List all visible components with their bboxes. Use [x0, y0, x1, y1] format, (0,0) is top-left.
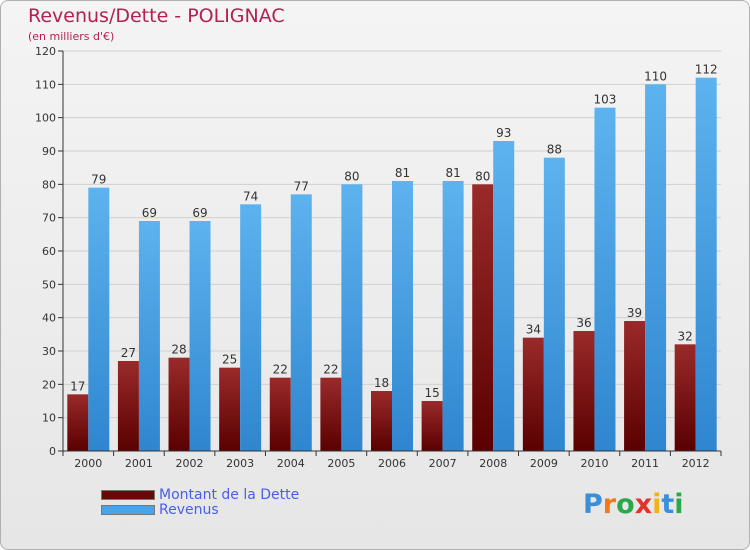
- bar-revenus: [645, 84, 667, 451]
- logo-letter: r: [602, 489, 617, 520]
- legend-item-debt: Montant de la Dette: [101, 486, 300, 503]
- bar-debt: [269, 377, 291, 451]
- data-label-debt: 22: [273, 363, 288, 377]
- data-label-revenus: 77: [294, 179, 309, 193]
- data-label-revenus: 93: [496, 126, 511, 140]
- bar-revenus: [543, 157, 565, 451]
- bar-debt: [624, 321, 646, 451]
- legend-swatch-debt: [101, 489, 155, 500]
- bar-revenus: [189, 221, 211, 451]
- bar-revenus: [341, 184, 363, 452]
- bar-revenus: [290, 194, 312, 452]
- logo-letter: x: [634, 489, 653, 520]
- y-tick-label: 110: [35, 78, 56, 91]
- logo-letter: i: [674, 489, 684, 520]
- bar-revenus: [240, 204, 262, 451]
- chart-title: Revenus/Dette - POLIGNAC: [28, 5, 285, 27]
- bar-debt: [371, 391, 392, 451]
- x-tick-label: 2008: [479, 457, 507, 470]
- y-tick-label: 100: [35, 112, 56, 125]
- bar-debt: [117, 361, 139, 451]
- x-tick-label: 2001: [125, 457, 153, 470]
- y-tick-label: 70: [42, 212, 56, 225]
- x-tick-label: 2007: [429, 457, 457, 470]
- y-tick-label: 30: [42, 345, 56, 358]
- bar-revenus: [88, 187, 110, 451]
- data-label-debt: 22: [323, 363, 338, 377]
- y-tick-label: 0: [49, 445, 56, 458]
- data-label-revenus: 81: [445, 166, 460, 180]
- y-tick-label: 40: [42, 312, 56, 325]
- y-tick-label: 120: [35, 45, 56, 58]
- bar-debt: [472, 184, 494, 452]
- bar-debt: [67, 394, 89, 451]
- x-tick-label: 2002: [176, 457, 204, 470]
- data-label-debt: 34: [526, 323, 541, 337]
- x-tick-label: 2012: [682, 457, 710, 470]
- data-label-debt: 17: [70, 379, 85, 393]
- x-tick-label: 2005: [327, 457, 355, 470]
- y-tick-label: 80: [42, 178, 56, 191]
- legend-label-debt: Montant de la Dette: [159, 486, 300, 503]
- data-label-revenus: 69: [192, 206, 207, 220]
- bar-debt: [219, 367, 241, 451]
- bar-debt: [522, 337, 544, 451]
- data-label-debt: 36: [576, 316, 591, 330]
- chart-subtitle: (en milliers d'€): [28, 30, 115, 43]
- data-label-revenus: 88: [547, 143, 562, 157]
- legend-label-revenus: Revenus: [159, 501, 219, 518]
- bar-revenus: [138, 221, 160, 451]
- data-label-revenus: 81: [395, 166, 410, 180]
- y-tick-label: 90: [42, 145, 56, 158]
- x-tick-label: 2000: [74, 457, 102, 470]
- proxiti-logo: Proxiti: [583, 489, 684, 520]
- logo-letter: t: [661, 489, 675, 520]
- data-label-revenus: 112: [695, 63, 718, 77]
- data-label-revenus: 110: [644, 69, 667, 83]
- x-tick-label: 2003: [226, 457, 254, 470]
- bar-debt: [320, 377, 342, 451]
- data-label-debt: 15: [424, 386, 439, 400]
- legend: Montant de la Dette Revenus: [101, 486, 300, 518]
- logo-letter: o: [616, 489, 635, 520]
- x-tick-label: 2009: [530, 457, 558, 470]
- data-label-debt: 80: [475, 169, 490, 183]
- data-label-debt: 39: [627, 306, 642, 320]
- data-label-debt: 27: [121, 346, 136, 360]
- legend-swatch-revenus: [101, 504, 155, 515]
- data-label-revenus: 103: [594, 93, 617, 107]
- logo-letter: P: [583, 489, 603, 520]
- bar-revenus: [695, 77, 717, 452]
- data-label-debt: 28: [171, 343, 186, 357]
- y-tick-label: 50: [42, 278, 56, 291]
- bar-revenus: [392, 181, 413, 451]
- data-label-debt: 18: [374, 376, 389, 390]
- data-label-debt: 25: [222, 353, 237, 367]
- bar-revenus: [594, 107, 616, 452]
- legend-item-revenus: Revenus: [101, 501, 299, 518]
- bar-debt: [674, 344, 696, 451]
- bar-debt: [168, 357, 190, 451]
- y-tick-label: 20: [42, 378, 56, 391]
- y-tick-label: 10: [42, 412, 56, 425]
- x-tick-label: 2010: [580, 457, 608, 470]
- data-label-revenus: 79: [91, 173, 106, 187]
- data-label-revenus: 80: [344, 169, 359, 183]
- data-label-debt: 32: [678, 329, 693, 343]
- bar-revenus: [493, 141, 515, 451]
- logo-letter: i: [652, 489, 662, 520]
- x-tick-label: 2004: [277, 457, 305, 470]
- data-label-revenus: 69: [142, 206, 157, 220]
- x-tick-label: 2006: [378, 457, 406, 470]
- bar-debt: [573, 331, 595, 451]
- y-tick-label: 60: [42, 245, 56, 258]
- bar-debt: [421, 401, 443, 451]
- data-label-revenus: 74: [243, 189, 258, 203]
- x-tick-label: 2011: [631, 457, 659, 470]
- bar-revenus: [442, 181, 464, 451]
